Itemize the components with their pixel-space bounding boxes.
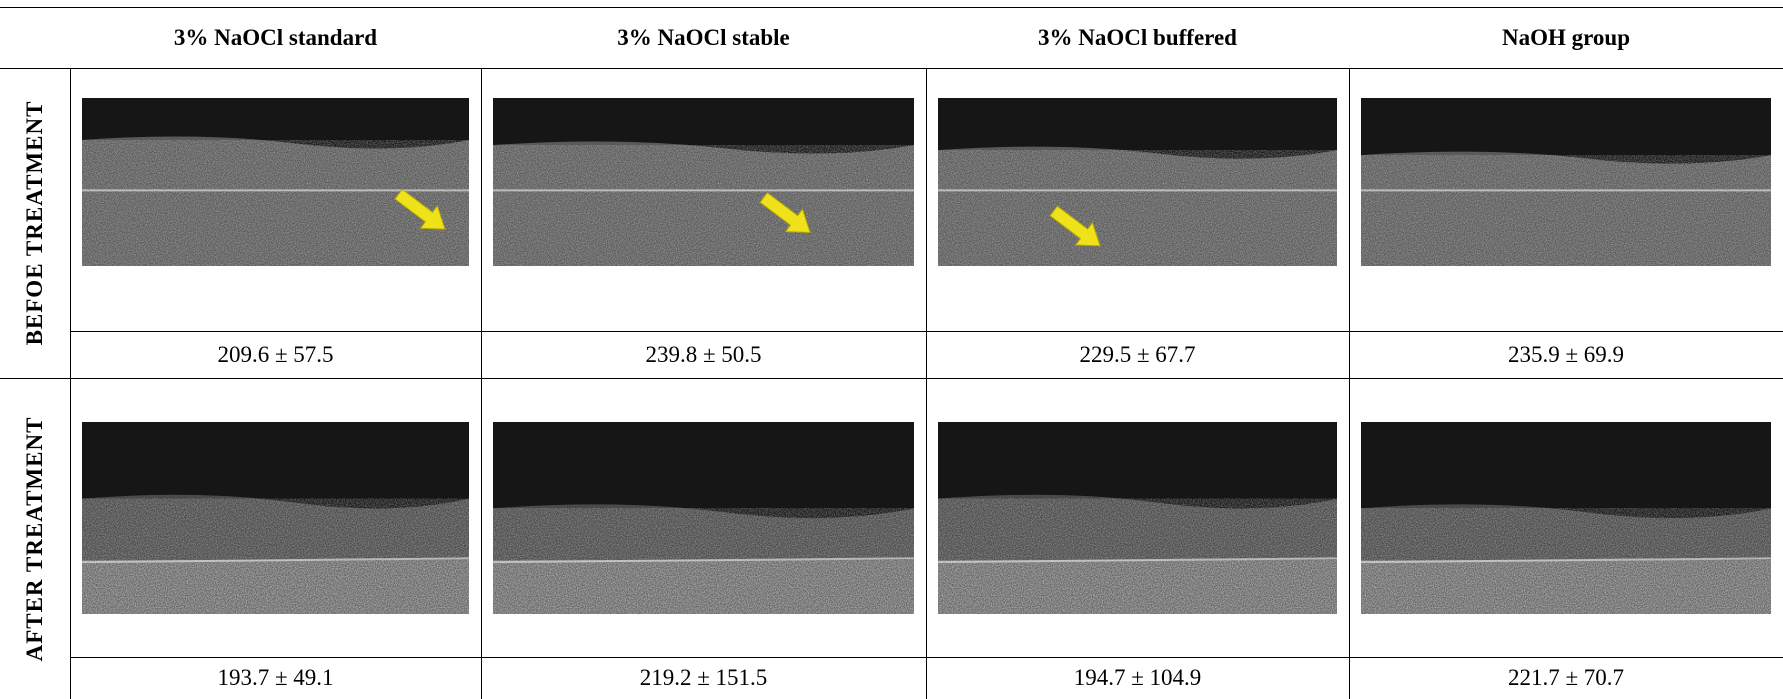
oct-image bbox=[82, 98, 469, 266]
column-title: NaOH group bbox=[1349, 7, 1783, 68]
oct-image bbox=[938, 98, 1337, 266]
value-cell: 209.6 ± 57.5 bbox=[70, 331, 481, 378]
rule bbox=[1349, 68, 1350, 699]
value-cell: 235.9 ± 69.9 bbox=[1349, 331, 1783, 378]
value-cell: 239.8 ± 50.5 bbox=[481, 331, 926, 378]
value-cell: 219.2 ± 151.5 bbox=[481, 657, 926, 699]
column-title: 3% NaOCl standard bbox=[70, 7, 481, 68]
row-label: AFTER TREATMENT bbox=[22, 416, 48, 661]
rule bbox=[70, 68, 71, 699]
rule bbox=[926, 68, 927, 699]
rule bbox=[0, 68, 1783, 69]
oct-image bbox=[82, 422, 469, 614]
row-label: BEFOE TREATMENT bbox=[22, 101, 48, 346]
column-title: 3% NaOCl buffered bbox=[926, 7, 1349, 68]
oct-image bbox=[938, 422, 1337, 614]
value-cell: 221.7 ± 70.7 bbox=[1349, 657, 1783, 699]
figure-table: 3% NaOCl standard3% NaOCl stable3% NaOCl… bbox=[0, 0, 1783, 699]
value-cell: 193.7 ± 49.1 bbox=[70, 657, 481, 699]
oct-image bbox=[493, 98, 914, 266]
rule bbox=[0, 378, 1783, 379]
oct-image bbox=[1361, 422, 1771, 614]
rule bbox=[481, 68, 482, 699]
value-cell: 229.5 ± 67.7 bbox=[926, 331, 1349, 378]
column-title: 3% NaOCl stable bbox=[481, 7, 926, 68]
oct-image bbox=[1361, 98, 1771, 266]
value-cell: 194.7 ± 104.9 bbox=[926, 657, 1349, 699]
oct-image bbox=[493, 422, 914, 614]
